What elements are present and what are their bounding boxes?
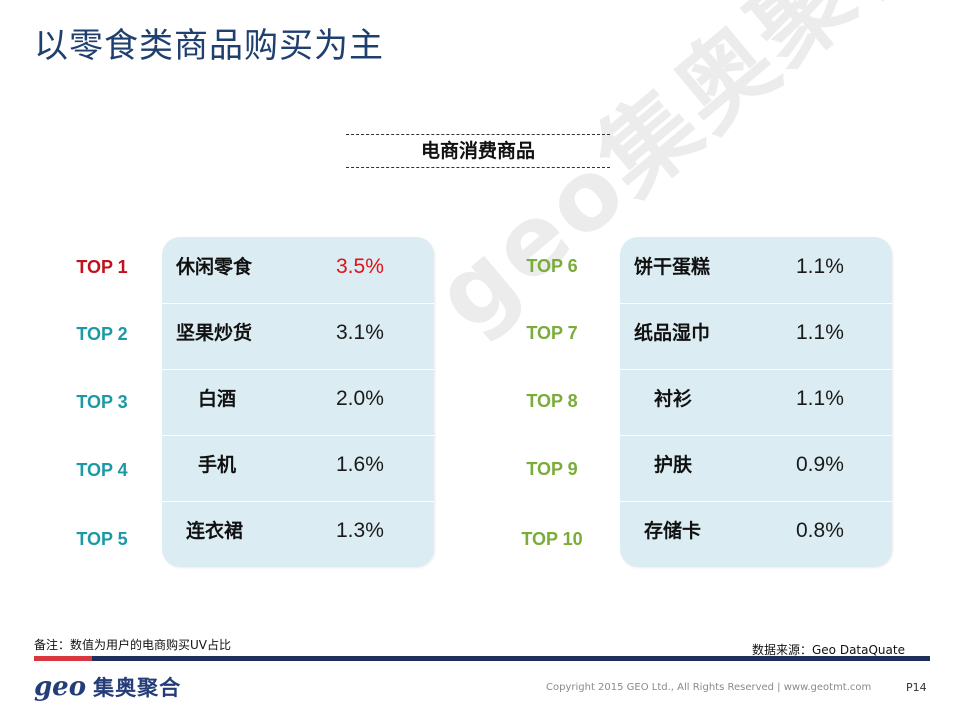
page-title: 以零食类商品购买为主: [34, 26, 384, 66]
rank-label: TOP 8: [526, 391, 578, 411]
footer-divider-bar: [92, 656, 930, 661]
product-share: 0.8%: [796, 519, 844, 542]
list-item: 护肤 0.9%: [620, 435, 892, 502]
product-share: 1.1%: [796, 321, 844, 344]
subtitle-box: 电商消费商品: [346, 134, 610, 168]
footnote: 备注：数值为用户的电商购买UV占比: [34, 638, 231, 652]
list-item: 白酒 2.0%: [162, 369, 434, 436]
logo-geo-text: geo: [34, 672, 87, 702]
product-name: 纸品湿巾: [634, 322, 711, 344]
rank-label: TOP 4: [76, 460, 128, 480]
rank-label: TOP 7: [526, 323, 578, 343]
product-share: 3.1%: [336, 321, 384, 344]
list-item: 手机 1.6%: [162, 435, 434, 502]
copyright-text: Copyright 2015 GEO Ltd., All Rights Rese…: [546, 682, 872, 693]
rank-label: TOP 10: [521, 529, 583, 549]
list-item: 纸品湿巾 1.1%: [620, 303, 892, 370]
product-name: 连衣裙: [186, 520, 244, 542]
list-item: 衬衫 1.1%: [620, 369, 892, 436]
rank-label: TOP 5: [76, 529, 128, 549]
product-share: 3.5%: [336, 255, 384, 278]
list-item: 休闲零食 3.5%: [162, 237, 434, 304]
product-name: 饼干蛋糕: [634, 256, 711, 278]
company-logo: geo 集奥聚合: [34, 672, 181, 706]
footer-accent-bar: [34, 656, 92, 661]
product-share: 1.1%: [796, 255, 844, 278]
product-share: 1.6%: [336, 453, 384, 476]
product-share: 2.0%: [336, 387, 384, 410]
right-product-panel: 饼干蛋糕 1.1% 纸品湿巾 1.1% 衬衫 1.1% 护肤 0.9% 存储卡 …: [620, 237, 892, 567]
list-item: 存储卡 0.8%: [620, 501, 892, 567]
logo-cn-text: 集奥聚合: [93, 676, 182, 700]
rank-label: TOP 9: [526, 459, 578, 479]
product-name: 白酒: [198, 388, 237, 410]
product-name: 手机: [198, 454, 237, 476]
list-item: 饼干蛋糕 1.1%: [620, 237, 892, 304]
page-number: P14: [906, 681, 927, 694]
data-source: 数据来源：Geo DataQuate: [752, 643, 905, 657]
product-share: 1.1%: [796, 387, 844, 410]
product-share: 1.3%: [336, 519, 384, 542]
product-name: 坚果炒货: [176, 322, 253, 344]
product-name: 护肤: [654, 454, 693, 476]
list-item: 坚果炒货 3.1%: [162, 303, 434, 370]
product-name: 衬衫: [654, 388, 693, 410]
rank-label: TOP 3: [76, 392, 128, 412]
left-product-panel: 休闲零食 3.5% 坚果炒货 3.1% 白酒 2.0% 手机 1.6% 连衣裙 …: [162, 237, 434, 567]
product-name: 休闲零食: [176, 256, 253, 278]
product-name: 存储卡: [644, 520, 702, 542]
rank-label: TOP 2: [76, 324, 128, 344]
product-share: 0.9%: [796, 453, 844, 476]
list-item: 连衣裙 1.3%: [162, 501, 434, 567]
subtitle: 电商消费商品: [420, 140, 535, 162]
rank-label: TOP 6: [526, 256, 578, 276]
rank-label: TOP 1: [76, 257, 128, 277]
